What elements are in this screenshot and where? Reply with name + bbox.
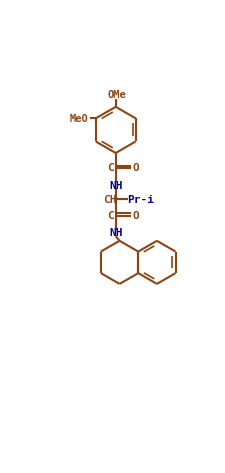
- Text: C: C: [107, 163, 114, 173]
- Text: O: O: [132, 163, 139, 173]
- Text: MeO: MeO: [69, 114, 88, 124]
- Text: CH: CH: [103, 195, 116, 205]
- Text: C: C: [107, 210, 114, 220]
- Text: NH: NH: [109, 228, 122, 238]
- Text: O: O: [132, 210, 139, 220]
- Text: OMe: OMe: [108, 90, 127, 100]
- Text: NH: NH: [109, 181, 122, 191]
- Text: Pr-i: Pr-i: [127, 195, 154, 205]
